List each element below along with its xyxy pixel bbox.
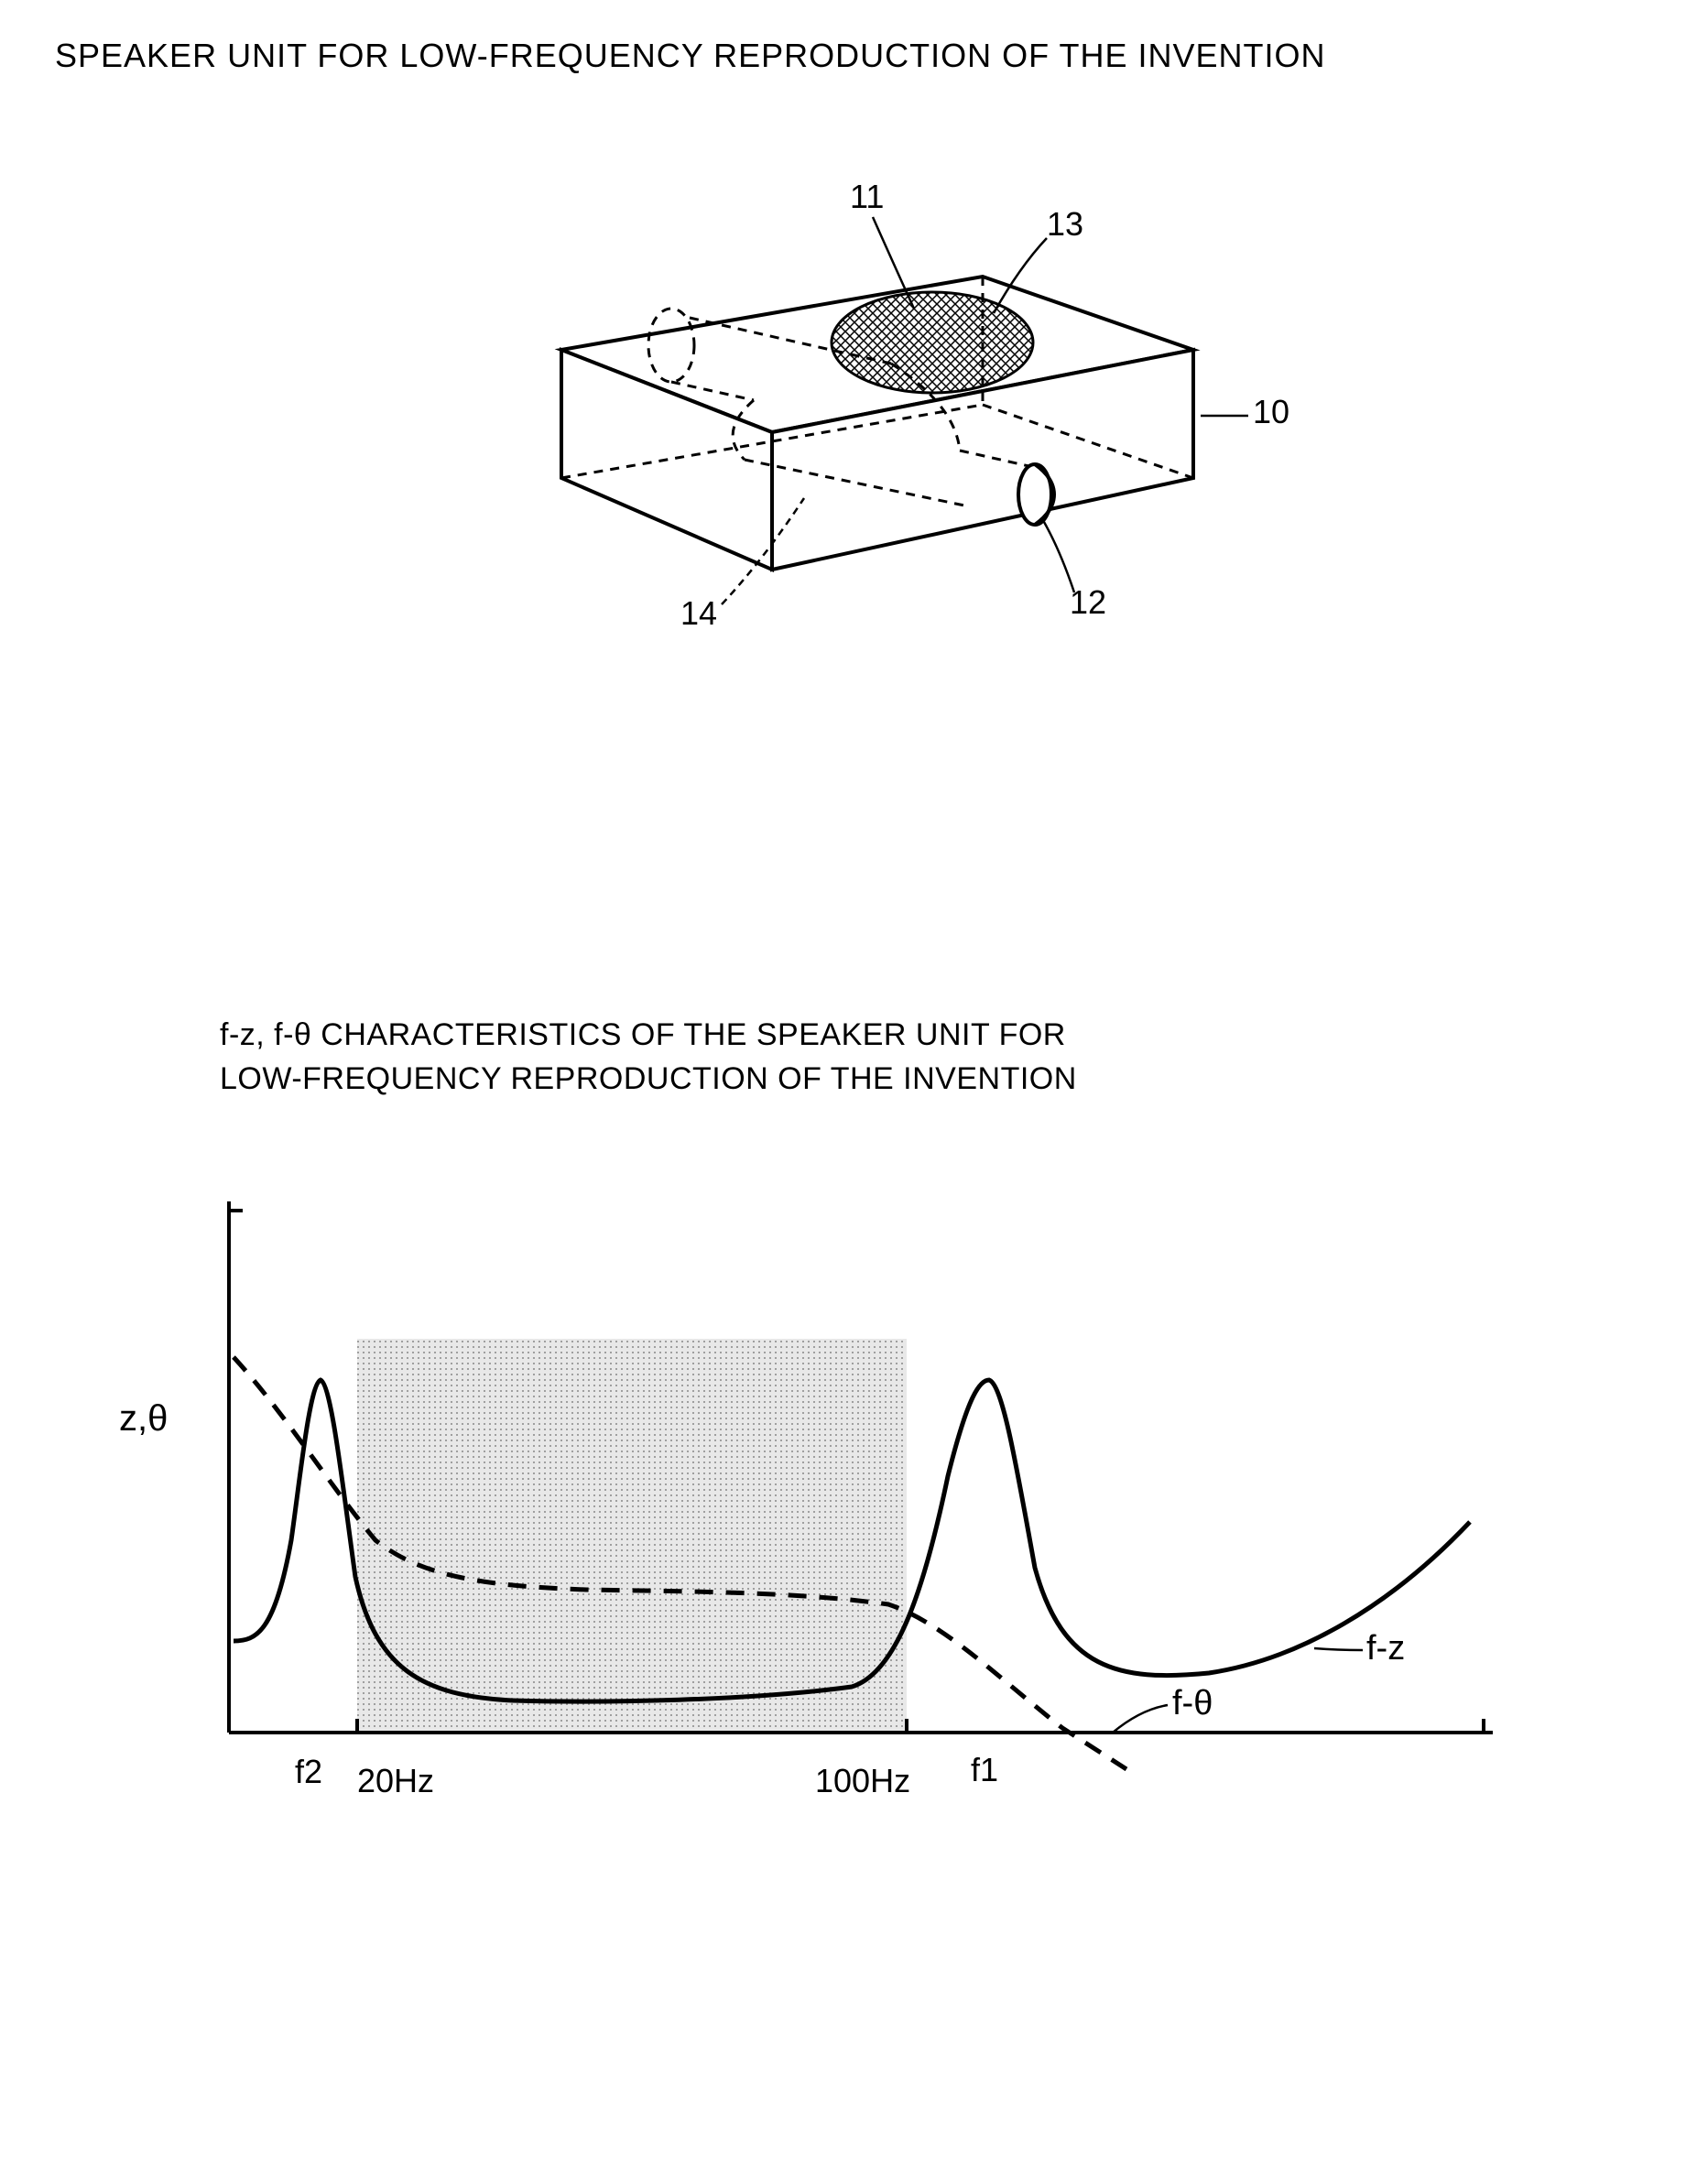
figure2-title-line2: LOW-FREQUENCY REPRODUCTION OF THE INVENT…: [220, 1061, 1077, 1096]
characteristics-chart-svg: z,θ f2 20Hz 100Hz f1 f-z f-θ: [92, 1146, 1557, 1861]
y-axis-label: z,θ: [119, 1398, 168, 1439]
xtick-20hz: 20Hz: [357, 1762, 434, 1799]
figure2-title: f-z, f-θ CHARACTERISTICS OF THE SPEAKER …: [220, 1014, 1653, 1101]
figure-characteristics-chart: z,θ f2 20Hz 100Hz f1 f-z f-θ: [92, 1146, 1653, 1865]
series-label-fz: f-z: [1366, 1629, 1405, 1668]
speaker-ellipse: [832, 292, 1033, 393]
series-label-ftheta: f-θ: [1172, 1684, 1213, 1722]
label-13: 13: [1047, 205, 1083, 243]
xtick-f2: f2: [295, 1753, 322, 1790]
xtick-f1: f1: [971, 1751, 998, 1788]
page-title: SPEAKER UNIT FOR LOW-FREQUENCY REPRODUCT…: [55, 37, 1653, 75]
label-14: 14: [680, 594, 717, 632]
label-11: 11: [850, 178, 884, 215]
label-12: 12: [1070, 583, 1106, 621]
label-10: 10: [1253, 393, 1289, 430]
figure-speaker-unit: 11 13 10 12 14: [55, 167, 1653, 684]
xtick-100hz: 100Hz: [815, 1762, 910, 1799]
shaded-band: [357, 1339, 907, 1733]
speaker-unit-diagram: 11 13 10 12 14: [397, 167, 1312, 679]
figure2-title-line1: f-z, f-θ CHARACTERISTICS OF THE SPEAKER …: [220, 1017, 1066, 1052]
